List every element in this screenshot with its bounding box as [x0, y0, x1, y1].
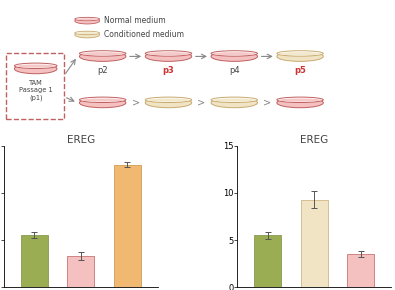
- Bar: [254, 235, 281, 287]
- Ellipse shape: [76, 18, 99, 20]
- Ellipse shape: [211, 97, 258, 103]
- Ellipse shape: [147, 98, 190, 102]
- Ellipse shape: [213, 52, 256, 55]
- Ellipse shape: [75, 17, 100, 21]
- Text: >: >: [198, 98, 205, 108]
- Ellipse shape: [145, 97, 192, 103]
- Ellipse shape: [14, 63, 57, 68]
- Ellipse shape: [278, 52, 322, 55]
- Bar: [21, 235, 48, 287]
- Title: EREG: EREG: [300, 135, 328, 145]
- Ellipse shape: [277, 97, 324, 103]
- Ellipse shape: [76, 32, 99, 34]
- Text: p2: p2: [97, 66, 108, 75]
- Text: Normal medium: Normal medium: [104, 16, 166, 25]
- Ellipse shape: [277, 98, 324, 108]
- Ellipse shape: [277, 51, 324, 56]
- Ellipse shape: [79, 51, 126, 56]
- Text: >: >: [132, 98, 139, 108]
- Ellipse shape: [211, 51, 258, 61]
- Text: TAM
Passage 1
(p1): TAM Passage 1 (p1): [19, 80, 53, 101]
- Ellipse shape: [79, 97, 126, 103]
- Ellipse shape: [16, 64, 55, 68]
- Ellipse shape: [145, 98, 192, 108]
- Ellipse shape: [278, 98, 322, 102]
- Ellipse shape: [81, 98, 124, 102]
- Bar: [114, 165, 141, 287]
- Ellipse shape: [145, 51, 192, 61]
- Ellipse shape: [79, 51, 126, 61]
- Text: p5: p5: [294, 66, 306, 75]
- Bar: [67, 256, 94, 287]
- Title: EREG: EREG: [67, 135, 95, 145]
- Ellipse shape: [75, 31, 100, 35]
- FancyBboxPatch shape: [6, 53, 64, 119]
- Ellipse shape: [14, 64, 57, 74]
- Ellipse shape: [145, 51, 192, 56]
- Ellipse shape: [75, 32, 100, 38]
- Ellipse shape: [211, 98, 258, 108]
- Text: Conditioned medium: Conditioned medium: [104, 30, 184, 39]
- Text: p4: p4: [229, 66, 240, 75]
- Text: p3: p3: [163, 66, 174, 75]
- Ellipse shape: [211, 51, 258, 56]
- Ellipse shape: [147, 52, 190, 55]
- Ellipse shape: [81, 52, 124, 55]
- Ellipse shape: [75, 18, 100, 24]
- Bar: [347, 254, 374, 287]
- Ellipse shape: [79, 98, 126, 108]
- Ellipse shape: [277, 51, 324, 61]
- Ellipse shape: [213, 98, 256, 102]
- Text: >: >: [263, 98, 271, 108]
- Bar: [301, 200, 328, 287]
